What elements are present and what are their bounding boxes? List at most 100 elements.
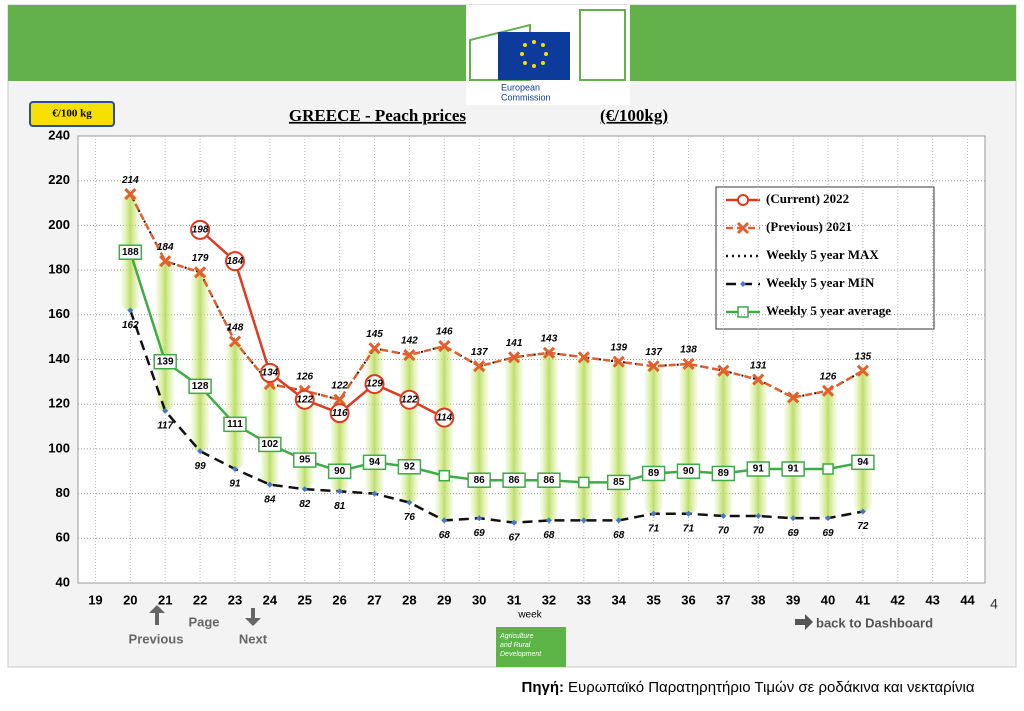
- chart-title: GREECE - Peach prices: [289, 106, 466, 125]
- point: [259, 362, 280, 383]
- range-band: [156, 261, 175, 411]
- label-box: [711, 465, 736, 482]
- legend-label: (Current) 2022: [766, 191, 849, 206]
- series-line: [129, 193, 864, 402]
- x-tick-label: 21: [158, 592, 172, 607]
- x-tick-label: 31: [507, 592, 521, 607]
- data-label: 214: [121, 175, 139, 186]
- series-line: [129, 251, 864, 484]
- y-tick-label: 180: [48, 262, 70, 277]
- logo-text: Commission: [501, 92, 551, 102]
- data-label: 94: [369, 457, 381, 468]
- x-tick-label: 33: [577, 592, 591, 607]
- label-box: [223, 416, 247, 433]
- data-label: 126: [820, 371, 837, 382]
- point: [371, 490, 378, 497]
- data-label: 102: [262, 439, 279, 450]
- range-band: [191, 272, 210, 452]
- data-label: 146: [436, 327, 453, 338]
- x-tick-label: 35: [646, 592, 660, 607]
- point: [190, 219, 211, 240]
- data-label: 70: [718, 526, 730, 537]
- dg-badge: [496, 627, 566, 667]
- y-tick-label: 240: [48, 127, 70, 142]
- data-label: 90: [334, 466, 346, 477]
- x-tick-label: 28: [402, 592, 416, 607]
- x-tick-label: 29: [437, 592, 451, 607]
- data-label: 71: [683, 523, 695, 534]
- point: [364, 374, 385, 395]
- data-label: 85: [613, 477, 625, 488]
- point: [476, 515, 483, 522]
- data-label: 86: [474, 475, 486, 486]
- range-band: [505, 357, 524, 523]
- range-band: [609, 361, 628, 521]
- point: [717, 364, 730, 377]
- label-box: [502, 472, 526, 488]
- data-label: 135: [855, 351, 872, 362]
- data-label: 179: [192, 253, 209, 264]
- next-arrow[interactable]: [245, 608, 261, 626]
- x-tick-label: 40: [821, 592, 835, 607]
- data-label: 128: [192, 381, 209, 392]
- data-label: 139: [610, 342, 627, 353]
- range-band: [853, 370, 872, 512]
- range-band: [539, 352, 558, 521]
- point: [333, 393, 346, 406]
- data-label: 134: [262, 368, 279, 379]
- range-band: [435, 346, 454, 521]
- back-arrow[interactable]: [795, 614, 813, 630]
- x-tick-label: 44: [960, 592, 975, 607]
- point: [790, 515, 797, 522]
- y-tick-label: 200: [48, 217, 70, 232]
- data-label: 69: [474, 528, 486, 539]
- y-tick-label: 160: [48, 306, 70, 321]
- x-tick-label: 38: [751, 592, 765, 607]
- previous-link[interactable]: Previous: [129, 631, 184, 646]
- series-line: [129, 193, 864, 401]
- data-label: 131: [750, 360, 767, 371]
- range-band: [260, 384, 279, 485]
- range-band: [470, 366, 489, 519]
- x-tick-label: 36: [681, 592, 695, 607]
- point: [542, 346, 556, 359]
- back-link[interactable]: back to Dashboard: [816, 615, 933, 630]
- data-label: 122: [296, 394, 313, 405]
- label-box: [537, 472, 561, 488]
- source-label: Πηγή:: [522, 679, 565, 696]
- point: [228, 335, 242, 348]
- data-label: 91: [753, 464, 765, 475]
- data-label: 92: [404, 461, 416, 472]
- point: [647, 360, 660, 373]
- prev-arrow[interactable]: [149, 605, 165, 625]
- next-link[interactable]: Next: [239, 631, 268, 646]
- range-band: [400, 355, 419, 503]
- logo-text: European: [501, 82, 540, 92]
- range-band: [679, 363, 698, 514]
- point: [231, 466, 238, 473]
- data-label: 116: [332, 408, 348, 419]
- x-tick-label: 30: [472, 592, 486, 607]
- label-box: [781, 461, 805, 477]
- label-box: [397, 459, 422, 475]
- data-label: 68: [613, 530, 625, 541]
- legend-label: Weekly 5 year MAX: [766, 247, 879, 262]
- range-band: [749, 379, 768, 516]
- data-label: 94: [857, 457, 869, 468]
- point: [124, 188, 137, 201]
- point: [294, 389, 315, 410]
- x-axis-label: week: [517, 610, 542, 621]
- data-label: 91: [229, 479, 241, 490]
- data-label: 69: [788, 528, 800, 539]
- data-label: 141: [506, 338, 523, 349]
- y-tick-label: 60: [56, 530, 70, 545]
- range-band: [784, 397, 803, 519]
- legend-marker: [737, 306, 749, 318]
- point: [752, 373, 765, 386]
- point: [368, 342, 381, 355]
- point: [406, 499, 413, 506]
- data-label: 72: [857, 521, 869, 532]
- data-label: 67: [508, 532, 520, 543]
- data-label: 122: [401, 394, 418, 405]
- data-label: 99: [195, 461, 207, 472]
